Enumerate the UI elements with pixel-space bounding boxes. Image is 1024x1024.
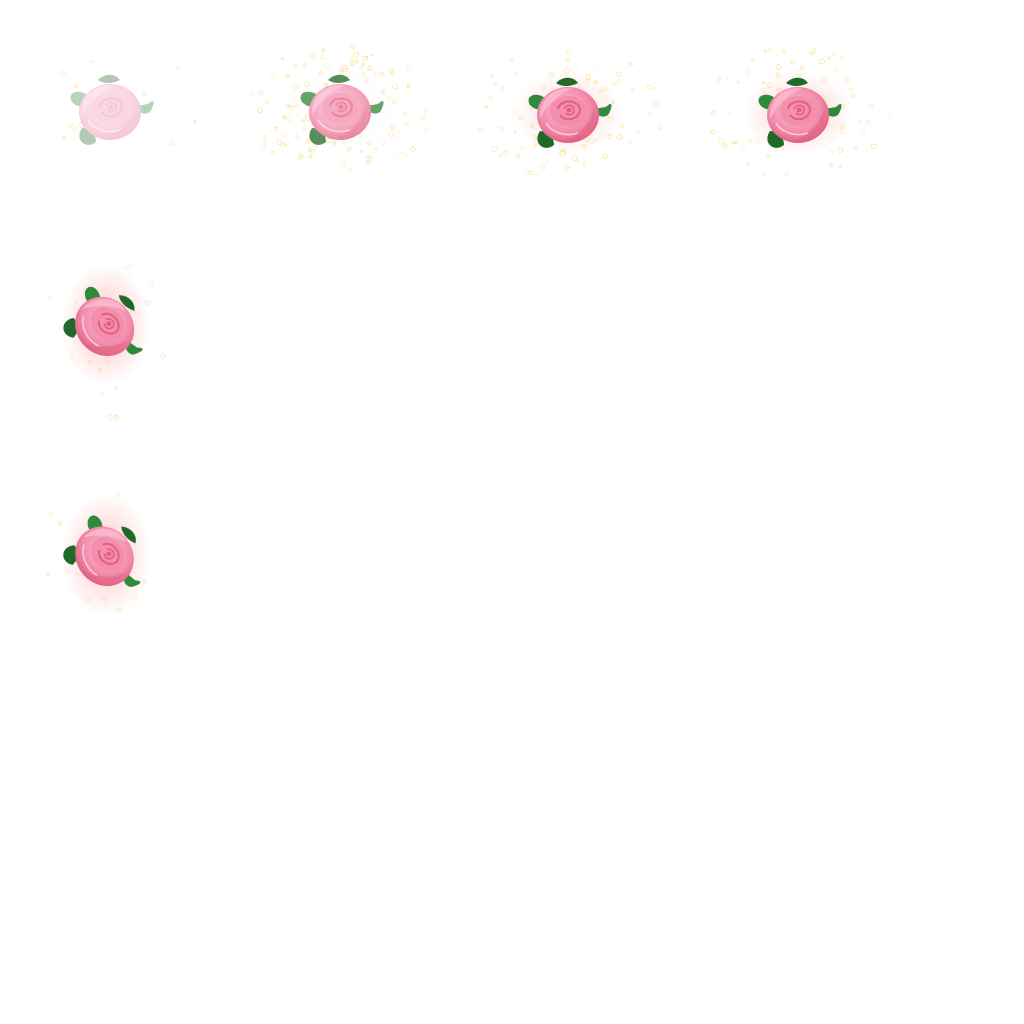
rose-icon: [528, 77, 612, 148]
rose-icon: [63, 286, 143, 356]
rose-icon: [70, 74, 154, 145]
frame-6-svg: [46, 493, 151, 617]
rose-icon: [758, 77, 842, 148]
rose-frame-4: [698, 13, 898, 213]
rose-icon: [63, 515, 141, 587]
frame-5-svg: [47, 263, 166, 421]
frame-3-svg: [478, 48, 662, 176]
frame-1-svg: [60, 59, 197, 146]
rose-frame-1: [10, 10, 210, 210]
rose-frame-5: [6, 225, 206, 425]
frame-2-svg: [250, 44, 429, 174]
rose-icon: [300, 74, 384, 145]
rose-frame-6: [6, 455, 206, 655]
rose-frame-3: [468, 13, 668, 213]
rose-frame-2: [240, 10, 440, 210]
frame-4-svg: [710, 47, 893, 177]
